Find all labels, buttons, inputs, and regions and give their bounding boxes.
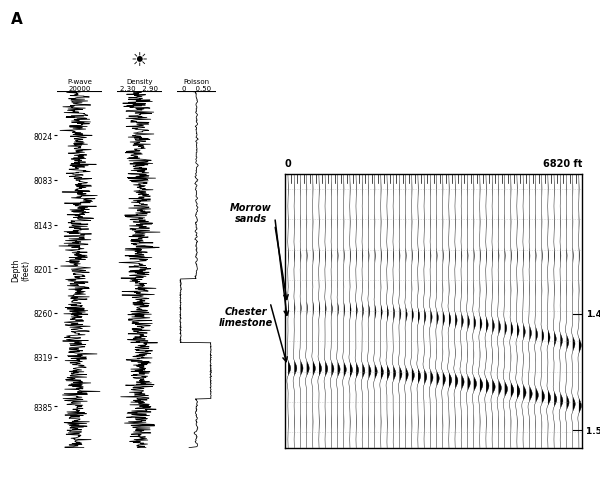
- Text: Chester
limestone: Chester limestone: [219, 306, 273, 328]
- Text: Poisson
0    0.50: Poisson 0 0.50: [182, 79, 211, 92]
- Text: P-wave
20000: P-wave 20000: [67, 79, 92, 92]
- Text: Density
2.30   2.90: Density 2.30 2.90: [121, 79, 158, 92]
- Text: Morrow
sands: Morrow sands: [230, 202, 272, 224]
- Text: 6820 ft: 6820 ft: [543, 159, 583, 169]
- Text: 0: 0: [284, 159, 291, 169]
- Text: ☀: ☀: [131, 51, 148, 70]
- Y-axis label: Depth
(feet): Depth (feet): [11, 258, 31, 282]
- Text: 1.40: 1.40: [586, 309, 600, 318]
- Text: 1.50 s: 1.50 s: [586, 426, 600, 435]
- Text: A: A: [11, 12, 23, 27]
